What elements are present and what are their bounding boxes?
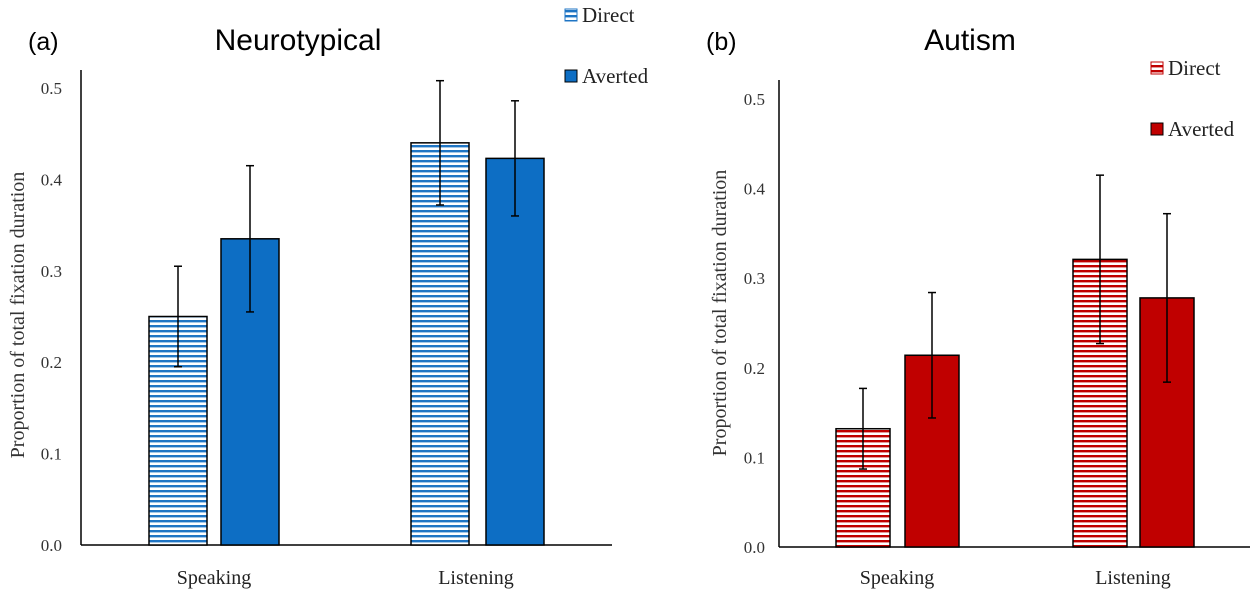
panel-label: (a) [28,28,59,56]
x-category-label: Speaking [860,567,934,589]
panel-autism: (b) Autism Proportion of total fixation … [706,24,1250,589]
chart-title: Neurotypical [215,24,382,57]
y-tick-label: 0.2 [744,359,765,378]
y-tick-labels: 0.0 0.1 0.2 0.3 0.4 0.5 [41,79,63,555]
x-category-label: Speaking [177,567,251,589]
error-bar-direct-speaking [859,387,867,470]
y-tick-label: 0.3 [41,262,62,281]
error-bar-averted-listening [1163,212,1171,383]
panel-neurotypical: (a) Neurotypical Proportion of total fix… [7,3,649,589]
bars [148,142,545,546]
y-tick-label: 0.5 [41,79,62,98]
legend-swatch-averted [564,69,578,83]
y-axis-label: Proportion of total fixation duration [7,172,29,459]
chart-title: Autism [924,24,1016,57]
error-bar-direct-speaking [174,265,182,368]
bar-averted-listening [485,157,545,546]
y-tick-label: 0.1 [744,448,765,467]
legend-label: Direct [1168,56,1221,80]
y-tick-label: 0.1 [41,445,62,464]
y-tick-labels: 0.0 0.1 0.2 0.3 0.4 0.5 [744,90,766,557]
error-bar-direct-listening [1096,174,1104,345]
legend-swatch-averted [1150,122,1164,136]
y-axis-label: Proportion of total fixation duration [709,170,731,457]
legend: Direct Averted [564,3,649,88]
y-tick-label: 0.0 [744,538,765,557]
x-category-label: Listening [1095,567,1171,589]
y-tick-label: 0.4 [41,170,63,189]
legend-swatch-direct [1150,61,1164,75]
legend-label: Averted [1168,117,1235,141]
y-tick-label: 0.5 [744,90,765,109]
error-bar-averted-speaking [928,291,936,419]
legend-swatch-direct [564,8,578,22]
y-tick-label: 0.0 [41,536,62,555]
y-tick-label: 0.3 [744,269,765,288]
y-tick-label: 0.4 [744,180,766,199]
error-bar-averted-listening [511,100,519,217]
y-tick-label: 0.2 [41,353,62,372]
bar-direct-listening [410,142,470,546]
x-category-label: Listening [438,567,514,589]
error-bars [859,174,1171,470]
error-bar-direct-listening [436,79,444,206]
legend-label: Direct [582,3,635,27]
error-bar-averted-speaking [246,164,254,313]
panel-label: (b) [706,28,737,56]
bars [835,258,1195,548]
error-bars [174,79,519,368]
legend: Direct Averted [1150,56,1235,141]
legend-label: Averted [582,64,649,88]
